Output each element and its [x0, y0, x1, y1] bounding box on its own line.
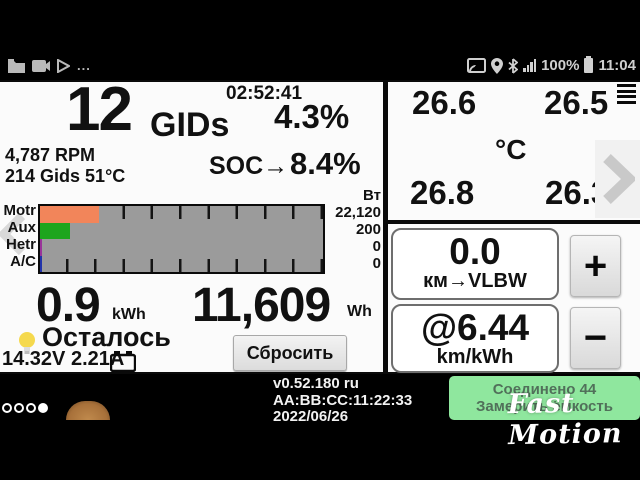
menu-icon[interactable] [617, 84, 636, 106]
rpm-readout: 4,787 RPM [5, 145, 96, 165]
trip-distance-value: 0.0 [449, 231, 501, 272]
temp-unit: °C [495, 134, 527, 165]
kwh-unit: kWh [112, 306, 146, 323]
page-dot [14, 403, 24, 413]
status-left-icons: ... [8, 58, 91, 73]
page-dot [26, 403, 36, 413]
panel-divider [383, 82, 388, 372]
clock: 11:04 [598, 57, 636, 74]
temp-top-left: 26.6 [412, 84, 477, 121]
connection-status-button[interactable]: Соединено 44 Замерить ёмкость [449, 376, 640, 420]
hetr-power-bar [40, 239, 43, 256]
chevron-left-icon[interactable] [0, 212, 26, 256]
chevron-right-icon [602, 154, 635, 204]
trip-distance-box[interactable]: 0.0 км→VLBW [391, 228, 559, 300]
wh-unit: Wh [347, 303, 372, 320]
temp-top-right: 26.5 [544, 84, 609, 121]
gids-value[interactable]: 12 [66, 75, 133, 144]
chart-label-motr: Motr [3, 202, 37, 219]
gids-temp-readout: 214 Gids 51°C [5, 166, 126, 186]
lightbulb-icon [19, 332, 35, 354]
chart-value-ac: 0 [372, 255, 381, 272]
chart-label-hetr: Hetr [5, 236, 36, 253]
wh-used-value[interactable]: 11,609 [192, 279, 331, 332]
chart-label-ac: A/C [10, 253, 36, 270]
efficiency-value: @6.44 [420, 307, 530, 348]
chart-value-hetr: 0 [372, 238, 381, 255]
aux-battery-readout: 14.32V 2.21A [2, 348, 125, 370]
status-right-cluster: 100% 11:04 [467, 56, 636, 74]
soc-value: 8.4% [290, 146, 361, 181]
battery-icon [584, 56, 594, 73]
page-dot-active [38, 403, 48, 413]
fast-motion-watermark: Fast Motion [507, 387, 623, 452]
temp-bottom-left: 26.8 [410, 174, 475, 211]
trip-distance-label: км→VLBW [423, 270, 527, 292]
app-info-block: v0.52.180 ru AA:BB:CC:11:22:33 2022/06/2… [273, 375, 413, 426]
power-chart-labels: Motr Aux Hetr A/C [0, 202, 37, 270]
increase-button[interactable]: + [570, 235, 621, 297]
camera-artifact [66, 401, 110, 420]
connection-action-line: Замерить ёмкость [476, 398, 613, 415]
page-dot [2, 403, 12, 413]
motr-power-bar [40, 206, 100, 223]
efficiency-box[interactable]: @6.44 km/kWh [391, 304, 559, 373]
chart-row-aux [40, 222, 323, 239]
bluetooth-icon [508, 57, 519, 74]
chart-ticks-bottom [40, 259, 323, 272]
chart-row-hetr [40, 239, 323, 256]
next-screen-button[interactable] [595, 140, 640, 218]
power-bar-chart[interactable] [38, 204, 325, 274]
soc-label: SOC→ [209, 152, 289, 180]
location-icon [491, 57, 504, 74]
chart-value-motr: 22,120 [335, 204, 381, 221]
status-bar: ... 100% 11:04 [0, 55, 640, 80]
remaining-label: Осталось [42, 322, 171, 352]
bottom-bar: v0.52.180 ru AA:BB:CC:11:22:33 2022/06/2… [0, 374, 640, 480]
camera-icon [32, 59, 50, 72]
temp-panel-divider [383, 220, 640, 224]
decrease-button[interactable]: − [570, 307, 621, 369]
aux-power-bar [40, 222, 70, 239]
app-version: v0.52.180 ru [273, 375, 359, 392]
efficiency-label: km/kWh [436, 346, 514, 368]
power-chart-values: Вт 22,120 200 0 0 [328, 187, 381, 272]
chart-label-aux: Aux [7, 219, 36, 236]
chart-value-aux: 200 [355, 221, 381, 238]
cast-icon [467, 57, 487, 73]
more-notifications: ... [77, 58, 91, 73]
chart-row-motr [40, 206, 323, 223]
gids-label: GIDs [150, 106, 230, 144]
signal-icon [523, 59, 537, 72]
folder-icon [8, 58, 25, 73]
app-date: 2022/06/26 [273, 408, 349, 425]
kwh-remaining-value[interactable]: 0.9 [36, 279, 101, 332]
gids-percent: 4.3% [274, 98, 350, 135]
chart-ticks-top [40, 206, 323, 219]
connection-status-line: Соединено 44 [492, 381, 597, 398]
battery-temp-panel[interactable]: 26.6 26.5 °C 26.8 26.3 [388, 82, 640, 222]
adapter-mac: AA:BB:CC:11:22:33 [273, 391, 413, 409]
battery-12v-icon [110, 351, 136, 372]
play-icon [57, 58, 70, 73]
reset-button[interactable]: Сбросить [233, 335, 347, 371]
page-indicator[interactable] [2, 403, 48, 413]
ac-power-bar [40, 255, 43, 272]
chart-unit: Вт [363, 187, 381, 204]
chart-row-ac [40, 255, 323, 272]
battery-percent: 100% [541, 57, 580, 74]
trip-timer: 02:52:41 [226, 83, 303, 104]
app-window: 02:52:41 12 GIDs 4.3% 4,787 RPM 214 Gids… [0, 75, 640, 374]
